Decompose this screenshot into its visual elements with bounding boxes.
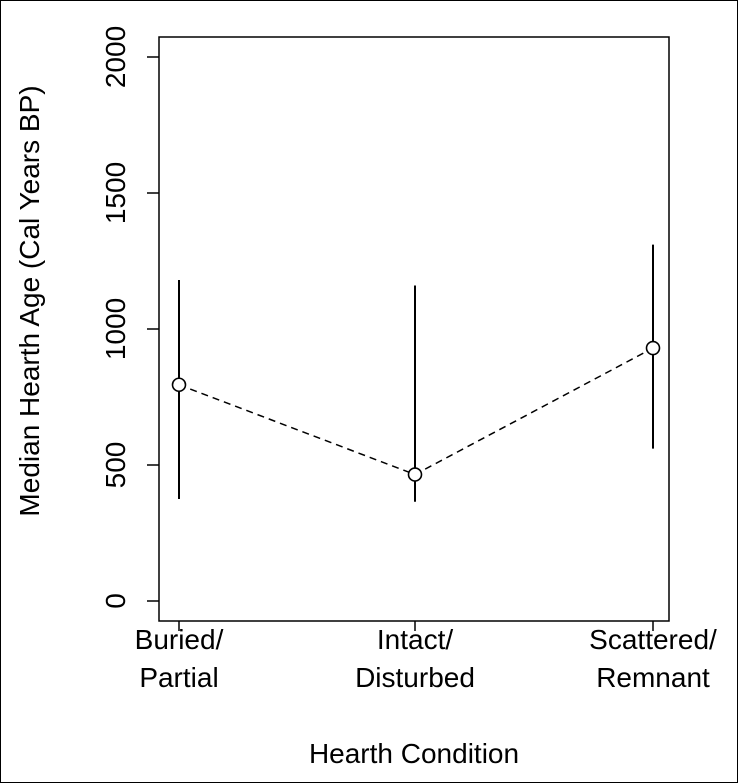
data-marks <box>171 244 661 502</box>
y-axis-title: Median Hearth Age (Cal Years BP) <box>14 85 45 516</box>
x-tick-label-2-1: Remnant <box>596 662 710 693</box>
x-tick-label-1-1: Disturbed <box>355 662 475 693</box>
y-tick-label-2: 1000 <box>100 298 131 360</box>
x-tick-label-2-0: Scattered/ <box>589 624 717 655</box>
data-point-0 <box>171 377 187 393</box>
y-axis: 0 500 1000 1500 2000 <box>100 26 159 609</box>
x-tick-label-1-0: Intact/ <box>377 624 453 655</box>
x-axis: Buried/Partial Intact/Disturbed Scattered/… <box>135 621 717 693</box>
data-point-2 <box>645 340 661 356</box>
data-point-1 <box>407 467 423 482</box>
y-tick-label-1: 500 <box>100 442 131 489</box>
x-tick-label-0-0: Buried/ <box>135 624 224 655</box>
y-tick-label-3: 1500 <box>100 162 131 224</box>
x-tick-label-0-1: Partial <box>139 662 218 693</box>
y-tick-label-4: 2000 <box>100 26 131 88</box>
x-axis-title: Hearth Condition <box>309 738 519 769</box>
y-tick-label-0: 0 <box>100 593 131 609</box>
